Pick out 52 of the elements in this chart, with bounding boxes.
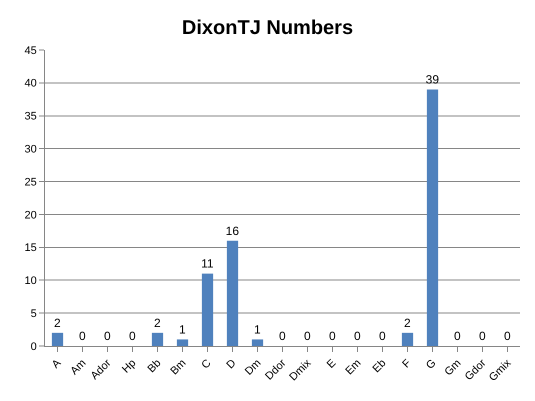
- chart-title: DixonTJ Numbers: [182, 17, 354, 40]
- x-tick-label: Hp: [120, 357, 139, 376]
- y-tick-label: 20: [24, 209, 37, 222]
- y-tick-label: 25: [24, 176, 37, 188]
- data-label: 0: [329, 329, 336, 343]
- x-tick-label: C: [199, 357, 214, 372]
- bar: [226, 240, 238, 346]
- x-tick-label: E: [324, 357, 339, 371]
- y-tick-label: 40: [24, 78, 37, 90]
- y-tick-label: 0: [30, 340, 37, 353]
- x-tick-label: Bm: [168, 357, 189, 378]
- data-label: 0: [279, 329, 286, 343]
- data-label: 2: [404, 316, 412, 330]
- data-label: 0: [304, 329, 312, 343]
- data-label: 0: [478, 329, 486, 343]
- y-tick-label: 30: [24, 144, 37, 156]
- x-tick-label: Bb: [146, 357, 164, 376]
- data-label: 16: [226, 224, 240, 238]
- y-tick-label: 15: [24, 242, 37, 254]
- x-tick-label: D: [224, 357, 239, 372]
- data-label: 0: [354, 329, 362, 343]
- data-label: 2: [54, 316, 62, 330]
- bar: [176, 339, 188, 346]
- x-tick-label: Dm: [242, 357, 264, 378]
- x-tick-label: F: [400, 357, 414, 370]
- bar: [402, 332, 414, 346]
- y-tick-label: 10: [24, 275, 37, 288]
- bar: [152, 332, 164, 346]
- data-label: 1: [254, 322, 262, 336]
- data-label: 0: [104, 329, 112, 343]
- y-tick-label: 45: [24, 44, 37, 57]
- x-tick-label: Eb: [370, 357, 389, 376]
- data-label: 11: [201, 256, 214, 271]
- data-label: 0: [454, 329, 462, 343]
- data-label: 0: [504, 329, 511, 343]
- data-label: 2: [154, 316, 161, 330]
- x-tick-label: Am: [68, 357, 89, 378]
- data-label: 0: [79, 329, 86, 343]
- data-label: 39: [426, 72, 440, 86]
- bar: [252, 339, 264, 346]
- x-tick-label: A: [50, 356, 64, 371]
- data-label: 1: [179, 322, 186, 336]
- x-tick-label: Gm: [442, 357, 464, 378]
- data-label: 0: [379, 329, 386, 343]
- x-tick-label: G: [424, 357, 439, 372]
- y-tick-label: 5: [30, 308, 37, 320]
- bar: [202, 274, 214, 346]
- data-label: 0: [129, 329, 136, 343]
- x-tick-label: Em: [343, 357, 364, 378]
- bar: [426, 89, 438, 346]
- y-tick-label: 35: [24, 110, 37, 123]
- bar: [52, 332, 64, 346]
